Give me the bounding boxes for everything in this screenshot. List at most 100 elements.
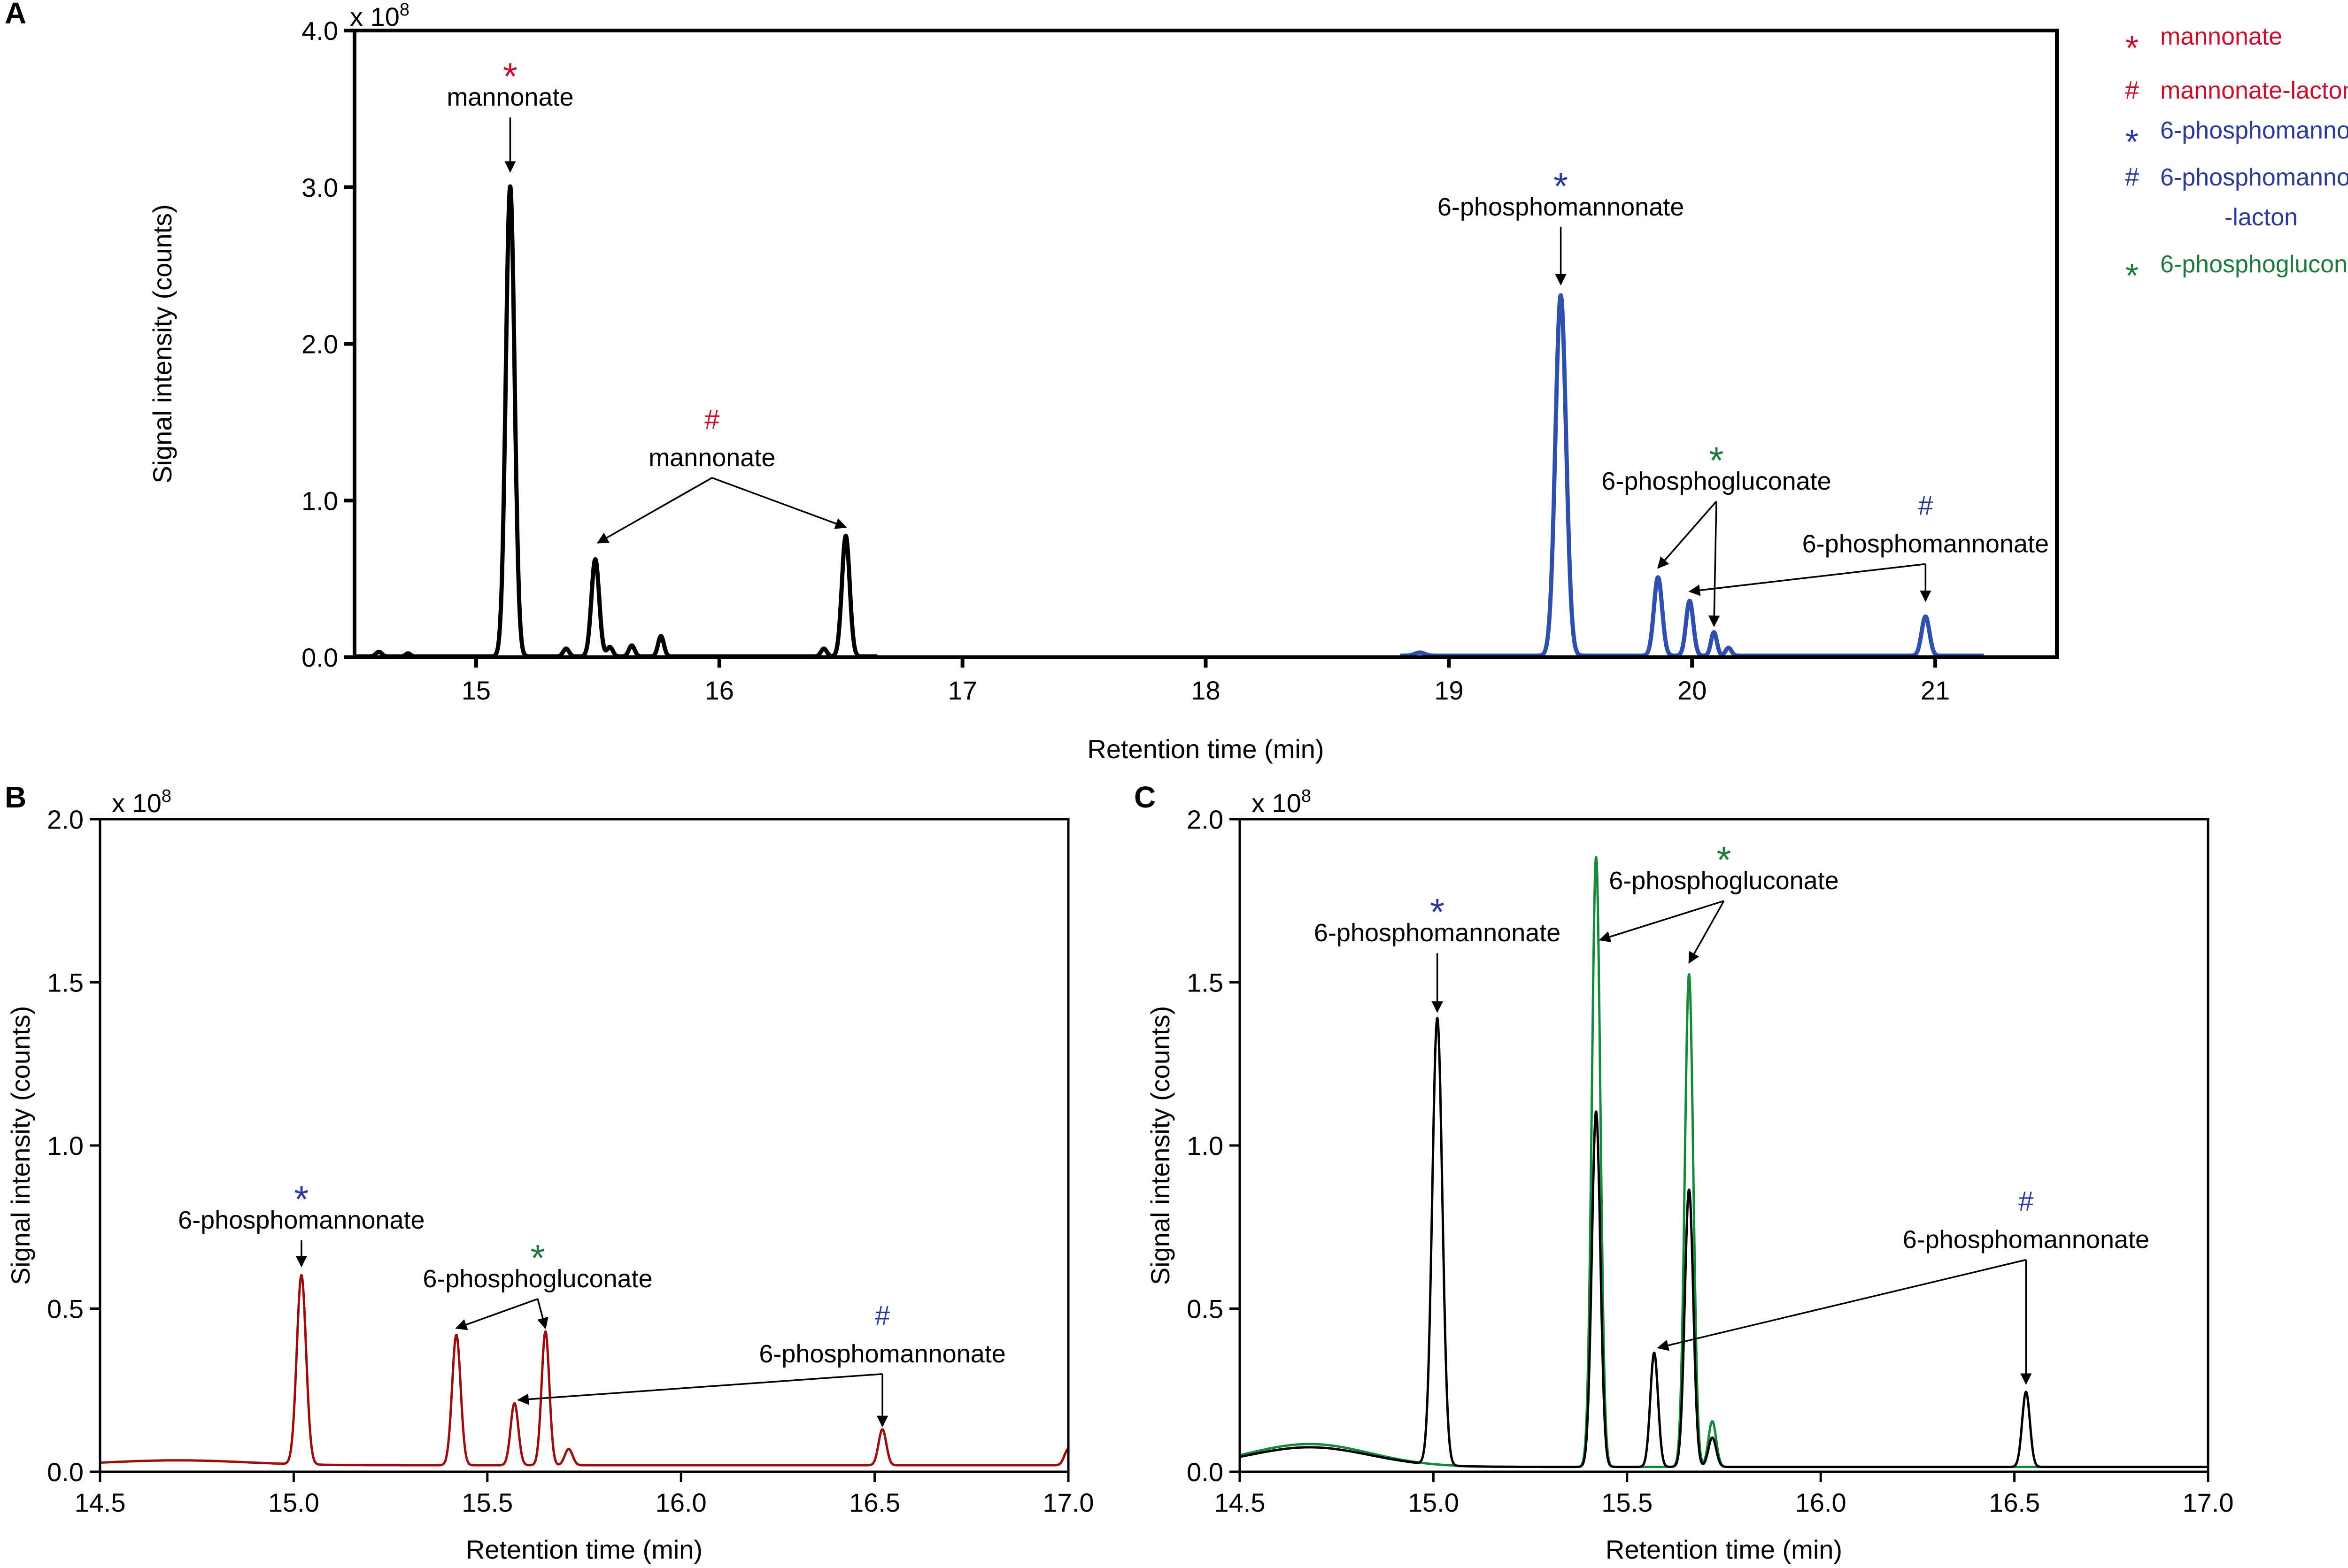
annotation-arrow <box>1688 900 1725 964</box>
axis-multiplier: x 108 <box>112 786 171 818</box>
annotation-arrow <box>596 477 713 544</box>
peak-annotation: *6-phosphomannonate <box>178 1178 425 1268</box>
x-tick-label: 21 <box>1921 676 1950 705</box>
asterisk-marker: * <box>1709 439 1723 481</box>
peak-label: mannonate <box>447 83 573 111</box>
peak-label: 6-phosphogluconate <box>1601 467 1831 495</box>
asterisk-marker: * <box>530 1237 545 1279</box>
x-tick-label: 15.5 <box>462 1488 513 1517</box>
multiplier-exponent: 8 <box>400 0 409 20</box>
x-tick-label: 18 <box>1191 676 1220 705</box>
peak-annotation: *6-phosphomannonate <box>1314 891 1560 1013</box>
y-tick-label: 2.0 <box>1187 805 1223 834</box>
x-tick-label: 14.5 <box>75 1488 126 1517</box>
hash-marker: # <box>875 1300 890 1331</box>
annotation-arrow <box>711 477 847 529</box>
annotation-arrow <box>517 1373 883 1405</box>
legend-item: * mannonate <box>2125 23 2282 67</box>
annotation-arrow <box>1657 500 1717 569</box>
hash-marker: # <box>704 404 719 435</box>
y-axis-title: Signal intensity (counts) <box>6 1006 35 1285</box>
annotation-arrow <box>455 1298 538 1330</box>
series-trace-1 <box>1240 1016 2208 1468</box>
peak-annotation: *6-phosphogluconate <box>1599 839 1839 964</box>
multiplier-exponent: 8 <box>1301 786 1311 806</box>
peak-label: 6-phosphomannonate <box>1802 530 2049 558</box>
y-axis-title: Signal intensity (counts) <box>147 204 177 484</box>
asterisk-marker: * <box>294 1178 309 1220</box>
legend-label: mannonate <box>2160 23 2282 50</box>
x-tick-label: 14.5 <box>1214 1488 1266 1517</box>
hash-marker: # <box>2018 1186 2033 1217</box>
x-tick-label: 17.0 <box>2183 1488 2234 1517</box>
y-tick-label: 0.0 <box>47 1457 84 1487</box>
series-trace-0 <box>100 1274 1068 1467</box>
multiplier-exponent: 8 <box>162 786 171 806</box>
panel-B: B 14.5 15.0 15.5 16.0 16.5 17.0 0.0 0.5 1.0 1.5 2.0… <box>5 780 1094 1564</box>
x-tick-label: 16.5 <box>1989 1488 2040 1517</box>
panel-C: C 14.5 15.0 15.5 16.0 16.5 17.0 0.0 0.5 1.0 1.5 2.0… <box>1134 780 2234 1564</box>
multiplier-text: x 10 <box>1251 788 1301 818</box>
legend-item: # mannonate-lacton <box>2125 76 2348 104</box>
legend-label: mannonate-lacton <box>2160 77 2348 104</box>
axis-multiplier: x 108 <box>1251 786 1311 818</box>
legend-hash-icon: # <box>2125 76 2139 104</box>
legend-asterisk-icon: * <box>2125 257 2139 295</box>
asterisk-marker: * <box>1430 891 1444 933</box>
panel-letter: C <box>1134 780 1156 814</box>
chart-panels: A15 16 17 18 19 20 210.01.02.03.04.0 x 108Reten… <box>5 0 2234 1564</box>
x-tick-label: 16.0 <box>656 1488 707 1517</box>
legend-item: * 6-phosphomannonate <box>2125 117 2348 161</box>
y-tick-label: 0.0 <box>1187 1457 1223 1487</box>
peak-annotation: *mannonate <box>447 55 574 173</box>
plot-frame <box>353 29 2059 659</box>
asterisk-marker: * <box>503 55 517 97</box>
annotation-arrow <box>1688 563 1926 596</box>
peak-label: 6-phosphomannonate <box>1314 919 1560 947</box>
peak-label: 6-phosphogluconate <box>423 1265 652 1293</box>
peak-annotation: *6-phosphomannonate <box>1437 165 1684 286</box>
legend-asterisk-icon: * <box>2125 123 2139 161</box>
x-axis-title: Retention time (min) <box>1606 1535 1842 1564</box>
y-tick-label: 1.0 <box>301 486 338 515</box>
y-tick-label: 4.0 <box>301 16 338 46</box>
plot-frame <box>1238 818 2209 1473</box>
peak-label: 6-phosphomannonate <box>759 1340 1005 1368</box>
legend-label-continued: -lacton <box>2224 204 2298 231</box>
y-tick-label: 1.5 <box>1187 968 1223 998</box>
annotation-arrow <box>1657 1259 2026 1351</box>
annotation-arrow <box>1599 900 1724 943</box>
peak-annotation: # mannonate <box>596 404 847 544</box>
series-trace-0 <box>1240 856 2208 1468</box>
x-axis-title: Retention time (min) <box>466 1535 703 1564</box>
peak-label: 6-phosphomannonate <box>1437 193 1684 221</box>
legend: * mannonate # mannonate-lacton * 6-phosphoman… <box>2125 23 2348 295</box>
annotation-arrow <box>1708 501 1720 627</box>
x-axis-title: Retention time (min) <box>1087 734 1324 764</box>
peak-label: 6-phosphomannonate <box>178 1206 425 1234</box>
y-tick-label: 1.0 <box>47 1131 84 1161</box>
legend-asterisk-icon: * <box>2125 30 2139 67</box>
y-tick-label: 0.0 <box>301 643 338 672</box>
annotation-arrow <box>537 1299 548 1330</box>
panel-A: A 15 16 17 18 19 20 21 0.0 1.0 2.0 3.0 4.0 x 108 Reten… <box>5 0 2059 764</box>
peak-annotation: *6-phosphogluconate <box>1601 439 1831 627</box>
plot-frame <box>99 818 1070 1473</box>
legend-label: 6-phosphomannonate <box>2160 117 2348 144</box>
hash-marker: # <box>1918 490 1933 521</box>
y-tick-label: 1.5 <box>47 968 84 998</box>
y-tick-label: 1.0 <box>1187 1131 1223 1161</box>
x-tick-label: 16.5 <box>849 1488 900 1517</box>
panel-letter: B <box>5 780 26 814</box>
asterisk-marker: * <box>1716 839 1731 881</box>
x-tick-label: 20 <box>1677 676 1707 705</box>
legend-label: 6-phosphogluconate <box>2160 251 2348 278</box>
y-tick-label: 2.0 <box>47 805 84 834</box>
x-tick-label: 15.5 <box>1601 1488 1653 1517</box>
y-tick-label: 3.0 <box>301 173 338 202</box>
panel-letter: A <box>5 0 26 30</box>
legend-item: #6-phosphomannonate -lacton <box>2125 163 2348 231</box>
peak-annotation: #6-phosphomannonate <box>517 1300 1006 1428</box>
y-tick-label: 0.5 <box>47 1294 84 1324</box>
legend-hash-icon: # <box>2125 163 2139 191</box>
